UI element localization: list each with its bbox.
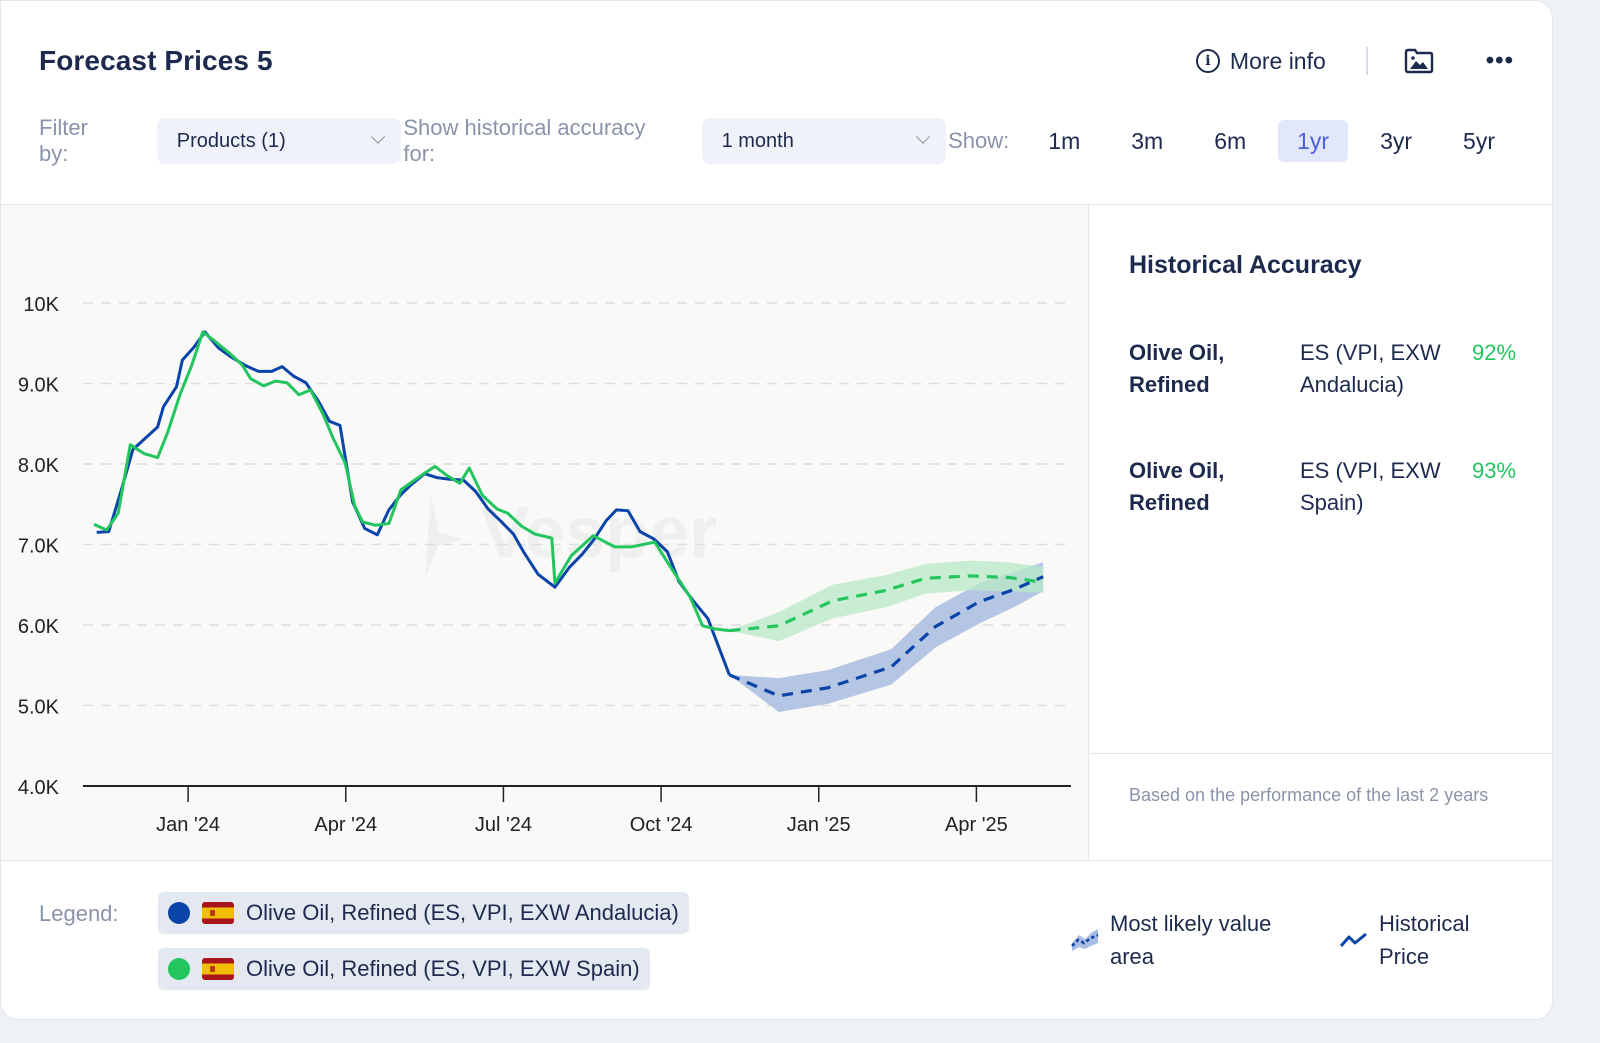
header-divider-line [1, 204, 1552, 205]
chevron-down-icon [371, 129, 386, 144]
more-info-button[interactable]: i More info [1195, 47, 1326, 75]
image-folder-icon[interactable] [1404, 48, 1434, 74]
legend-series-name: Olive Oil, Refined (ES, VPI, EXW Spain) [246, 956, 640, 981]
accuracy-product: Olive Oil, Refined [1129, 340, 1225, 397]
legend-divider-line [1, 860, 1552, 861]
x-tick-label: Jan '25 [787, 814, 851, 836]
accuracy-note: Based on the performance of the last 2 y… [1129, 785, 1489, 805]
range-button-3yr[interactable]: 3yr [1380, 127, 1413, 154]
legend-key-historical: Historical Price [1339, 907, 1489, 973]
header-divider [1365, 47, 1368, 75]
historical-accuracy-panel: Historical Accuracy Olive Oil, Refined E… [1090, 205, 1552, 860]
range-button-1yr[interactable]: 1yr [1278, 120, 1349, 162]
forecast-band-andalucia [729, 562, 1044, 712]
more-horizontal-icon[interactable]: ••• [1485, 47, 1514, 74]
products-select-value: Products (1) [176, 129, 286, 152]
series-color-dot [168, 958, 190, 980]
x-tick-label: Oct '24 [630, 814, 693, 836]
forecast-card: Forecast Prices 5 i More info ••• Filter… [0, 0, 1553, 1020]
forecast-area-icon [1071, 929, 1099, 951]
filter-by-label: Filter by: [39, 115, 88, 166]
accuracy-region: ES (VPI, EXW Andalucia) [1300, 340, 1441, 397]
y-tick-label: 4.0K [18, 777, 60, 799]
accuracy-title: Historical Accuracy [1129, 251, 1362, 279]
header-actions: i More info ••• [1195, 43, 1514, 79]
accuracy-divider [1090, 753, 1552, 754]
legend: Legend: Olive Oil, Refined (ES, VPI, EXW… [1, 861, 1552, 1019]
accuracy-product: Olive Oil, Refined [1129, 458, 1225, 515]
accuracy-region: ES (VPI, EXW Spain) [1300, 458, 1441, 515]
legend-chip-spain[interactable]: Olive Oil, Refined (ES, VPI, EXW Spain) [158, 948, 650, 990]
watermark-logo-icon [425, 495, 463, 577]
chevron-down-icon [916, 129, 931, 144]
forecast-line-andalucia [728, 575, 1044, 698]
more-info-label: More info [1229, 47, 1326, 74]
chart-area: Vesper 4.0K 5.0K 6.0K 7.0K 8.0K 9.0K 10K Jan '24… [1, 205, 1089, 860]
x-tick-label: Apr '25 [945, 814, 1008, 836]
y-tick-label: 9.0K [18, 375, 60, 397]
forecast-line-spain [729, 574, 1044, 633]
y-tick-label: 7.0K [18, 536, 60, 558]
info-icon: i [1195, 49, 1220, 73]
accuracy-value: 92% [1472, 340, 1517, 365]
legend-series-name: Olive Oil, Refined (ES, VPI, EXW Andaluc… [246, 900, 679, 925]
y-tick-label: 6.0K [18, 616, 60, 638]
historical-line-andalucia [96, 330, 731, 676]
y-tick-label: 5.0K [18, 697, 60, 719]
historical-line-icon [1339, 932, 1367, 947]
page-title: Forecast Prices 5 [39, 45, 273, 76]
range-button-3m[interactable]: 3m [1131, 127, 1164, 154]
forecast-area-label: Most likely value area [1110, 911, 1272, 969]
accuracy-period-value: 1 month [721, 129, 794, 152]
x-tick-label: Jan '24 [156, 814, 220, 836]
range-button-5yr[interactable]: 5yr [1463, 127, 1495, 154]
legend-chip-andalucia[interactable]: Olive Oil, Refined (ES, VPI, EXW Andaluc… [158, 892, 689, 934]
filter-row: Filter by: Products (1) Show historical … [39, 115, 1514, 166]
y-tick-label: 8.0K [18, 455, 60, 477]
series-color-dot [168, 902, 190, 924]
historical-line-spain [93, 330, 730, 633]
legend-key-forecast-area: Most likely value area [1070, 907, 1300, 973]
accuracy-period-select[interactable]: 1 month [701, 118, 947, 164]
show-label: Show: [948, 128, 1010, 153]
range-button-6m[interactable]: 6m [1214, 127, 1247, 154]
x-tick-label: Jul '24 [475, 814, 532, 836]
spain-flag-icon [202, 902, 234, 924]
x-tick-label: Apr '24 [314, 814, 377, 836]
accuracy-value: 93% [1472, 458, 1517, 483]
accuracy-label: Show historical accuracy for: [403, 115, 646, 166]
spain-flag-icon [202, 958, 234, 980]
forecast-band-spain [729, 560, 1044, 642]
y-tick-label: 10K [23, 294, 59, 316]
range-selector: 1m 3m 6m 1yr 3yr 5yr [1029, 120, 1514, 162]
legend-label: Legend: [39, 901, 119, 926]
products-select[interactable]: Products (1) [156, 118, 402, 164]
historical-price-label: Historical Price [1379, 911, 1470, 969]
range-button-1m[interactable]: 1m [1048, 127, 1081, 154]
